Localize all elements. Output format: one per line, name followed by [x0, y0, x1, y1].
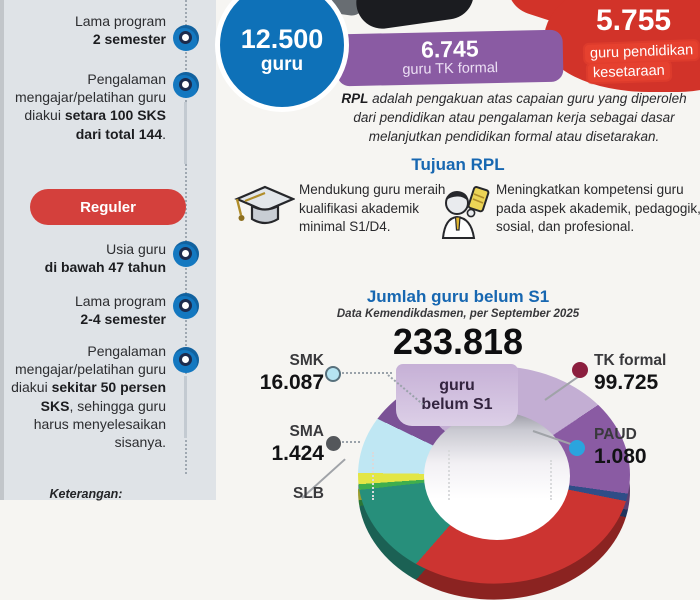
legend-paud-value: 1.080 [594, 444, 647, 468]
requirements-sidebar: Lama program 2 semester Pengalaman menga… [0, 0, 216, 501]
reguler-item-duration: Lama program 2-4 semester [6, 292, 166, 328]
total-guru-unit: guru [260, 54, 304, 76]
rpl-item-duration: Lama program 2 semester [6, 12, 166, 48]
legend-tk-formal: TK formal 99.725 [594, 352, 700, 395]
legend-smk-label: SMK [289, 352, 324, 369]
kesetaraan-value: 5.755 [596, 4, 672, 37]
donut-chart-hole [424, 412, 570, 540]
legend-tk-value: 99.725 [594, 370, 659, 394]
donut-center-label: guru belum S1 [396, 364, 518, 426]
timeline-bullet-icon [173, 347, 199, 373]
total-guru-badge: 12.500 guru [215, 0, 349, 112]
legend-sma: SMA 1.424 [236, 423, 324, 466]
chart-subtitle: Data Kemendikdasmen, per September 2025 [336, 308, 580, 320]
chart-title: Jumlah guru belum S1 [366, 287, 550, 306]
graduation-cap-icon [233, 183, 296, 244]
rpl-item-experience: Pengalaman mengajar/pelatihan guru diaku… [6, 70, 166, 143]
chart-total-value: 233.818 [392, 321, 524, 362]
kesetaraan-label-line2: kesetaraan [587, 61, 671, 83]
illustration-dark-shape [352, 0, 478, 32]
legend-sma-label: SMA [289, 423, 324, 440]
item-text: Lama program [74, 293, 166, 309]
legend-slb-label: SLB [293, 485, 324, 502]
tujuan-goal-2: Meningkatkan kompetensi guru pada aspek … [496, 182, 700, 235]
item-text-bold: di bawah 47 tahun [44, 259, 166, 276]
reguler-badge-label: Reguler [80, 198, 136, 216]
leader-line-sma [342, 441, 360, 443]
legend-slb: SLB [236, 485, 324, 503]
timeline-bullet-icon [173, 25, 199, 51]
item-text: Usia guru [106, 241, 166, 257]
center-label-line1: guru [439, 376, 475, 394]
item-text: , sehingga guru harus menyelesaikan sisa… [33, 397, 166, 450]
teacher-person-icon [438, 186, 492, 245]
timeline-bullet-icon [173, 241, 199, 267]
rpl-definition: RPL adalah pengakuan atas capaian guru y… [330, 90, 698, 147]
timeline-solid-segment [184, 376, 187, 438]
legend-tk-label: TK formal [594, 352, 667, 369]
timeline-dotted-line [185, 0, 187, 474]
center-label-line2: belum S1 [421, 396, 493, 413]
reguler-item-experience: Pengalaman mengajar/pelatihan guru diaku… [6, 342, 166, 451]
leader-line-vertical [550, 460, 552, 500]
page-left-edge [0, 0, 4, 500]
reguler-item-age: Usia guru di bawah 47 tahun [6, 240, 166, 276]
item-text: Pengalaman mengajar/pelatihan guru diaku… [15, 71, 166, 124]
reguler-badge: Reguler [30, 189, 186, 225]
item-text: . [162, 125, 166, 142]
timeline-bullet-icon [173, 293, 199, 319]
leader-line-smk [342, 372, 392, 374]
paud-dot-icon [569, 440, 585, 456]
tk-formal-label: guru TK formal [402, 60, 499, 79]
rpl-term: RPL [341, 91, 369, 106]
legend-sma-value: 1.424 [271, 441, 324, 465]
leader-line-vertical [372, 452, 374, 500]
tujuan-goal-1: Mendukung guru meraih kualifikasi akadem… [299, 182, 446, 235]
item-text-bold: 2 semester [92, 31, 166, 48]
legend-smk: SMK 16.087 [236, 352, 324, 395]
tk-formal-banner: 6.745 guru TK formal [336, 29, 564, 87]
item-text: Pengalaman mengajar/pelatihan guru diaku… [11, 343, 166, 396]
legend-paud: PAUD 1.080 [594, 426, 700, 469]
item-text-bold: 2-4 semester [80, 311, 166, 328]
tujuan-heading: Tujuan RPL [411, 155, 505, 174]
smk-dot-icon [325, 366, 341, 382]
timeline-solid-segment [184, 102, 187, 164]
item-text-bold: setara 100 SKS dari total 144 [64, 107, 166, 142]
leader-line-vertical [448, 450, 450, 500]
tk-formal-value: 6.745 [420, 35, 479, 63]
rpl-definition-text: adalah pengakuan atas capaian guru yang … [353, 91, 687, 144]
item-text-bold: sekitar 50 persen SKS [40, 379, 166, 414]
legend-paud-label: PAUD [594, 426, 637, 443]
sma-dot-icon [326, 436, 341, 451]
item-text: Lama program [74, 13, 166, 29]
total-guru-value: 12.500 [240, 24, 324, 55]
keterangan-label: Keterangan: [49, 487, 123, 501]
tk-formal-dot-icon [572, 362, 588, 378]
legend-smk-value: 16.087 [259, 370, 324, 394]
timeline-bullet-icon [173, 72, 199, 98]
